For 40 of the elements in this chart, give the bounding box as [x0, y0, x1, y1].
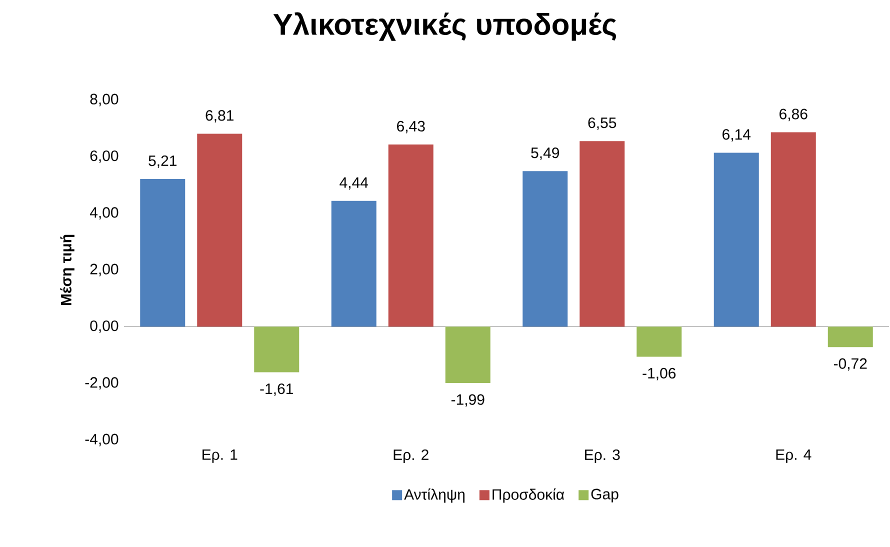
data-label: 6,86: [780, 108, 808, 122]
y-tick-label: 2,00: [90, 264, 118, 276]
y-axis-title: Μέση τιμή: [60, 234, 74, 306]
data-label: 6,81: [206, 110, 234, 123]
bar: [388, 144, 434, 327]
legend-label: Αντίληψη: [404, 488, 464, 503]
chart-title: Υλικοτεχνικές υποδομές: [273, 12, 616, 41]
y-tick-label: 0,00: [90, 320, 118, 333]
y-tick-label: -4,00: [85, 434, 118, 446]
x-tick-label: Ερ. 4: [776, 449, 812, 463]
bar: [140, 179, 186, 327]
bar: [445, 326, 490, 384]
bar: [522, 171, 568, 327]
x-tick-label: Ερ. 2: [394, 449, 428, 464]
x-tick-label: Ερ. 1: [202, 449, 238, 463]
data-label: 5,49: [531, 148, 560, 160]
data-label: -0,72: [834, 358, 867, 371]
bar: [636, 326, 682, 357]
bar: [714, 152, 759, 327]
bar: [254, 326, 300, 372]
y-tick-label: 6,00: [90, 150, 118, 163]
bar: [580, 141, 625, 327]
data-label: -1,06: [642, 368, 676, 380]
bar: [331, 200, 376, 327]
data-label: -1,99: [451, 394, 484, 407]
data-label: -1,61: [260, 383, 293, 396]
legend-label: Gap: [591, 488, 618, 502]
bar: [770, 132, 816, 327]
bar: [197, 134, 242, 327]
data-label: 6,55: [588, 117, 616, 130]
data-label: 5,21: [148, 155, 176, 168]
x-tick-label: Ερ. 3: [585, 449, 620, 464]
y-tick-label: -2,00: [85, 377, 118, 390]
legend-label: Προσδοκία: [492, 488, 564, 503]
y-tick-label: 4,00: [90, 207, 118, 220]
y-tick-label: 8,00: [90, 94, 118, 106]
data-label: 6,43: [397, 120, 425, 134]
bar: [828, 326, 873, 348]
data-label: 4,44: [340, 177, 368, 190]
data-label: 6,14: [722, 129, 751, 142]
